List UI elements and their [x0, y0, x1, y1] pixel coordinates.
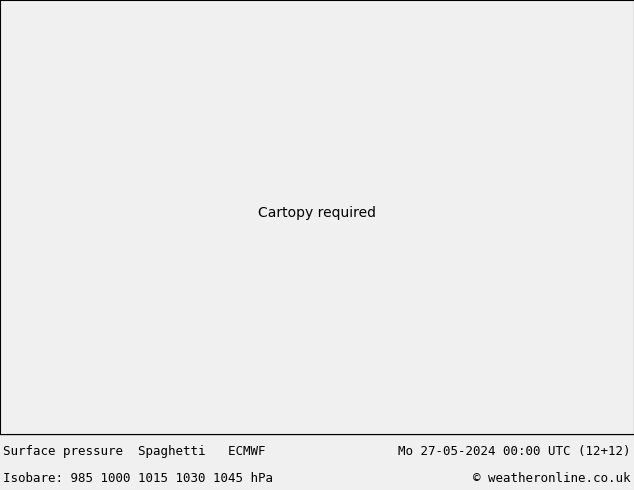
Text: Cartopy required: Cartopy required	[258, 206, 376, 220]
Text: © weatheronline.co.uk: © weatheronline.co.uk	[474, 472, 631, 486]
Text: Mo 27-05-2024 00:00 UTC (12+12): Mo 27-05-2024 00:00 UTC (12+12)	[398, 445, 631, 458]
Text: Isobare: 985 1000 1015 1030 1045 hPa: Isobare: 985 1000 1015 1030 1045 hPa	[3, 472, 273, 486]
Text: Surface pressure  Spaghetti   ECMWF: Surface pressure Spaghetti ECMWF	[3, 445, 266, 458]
